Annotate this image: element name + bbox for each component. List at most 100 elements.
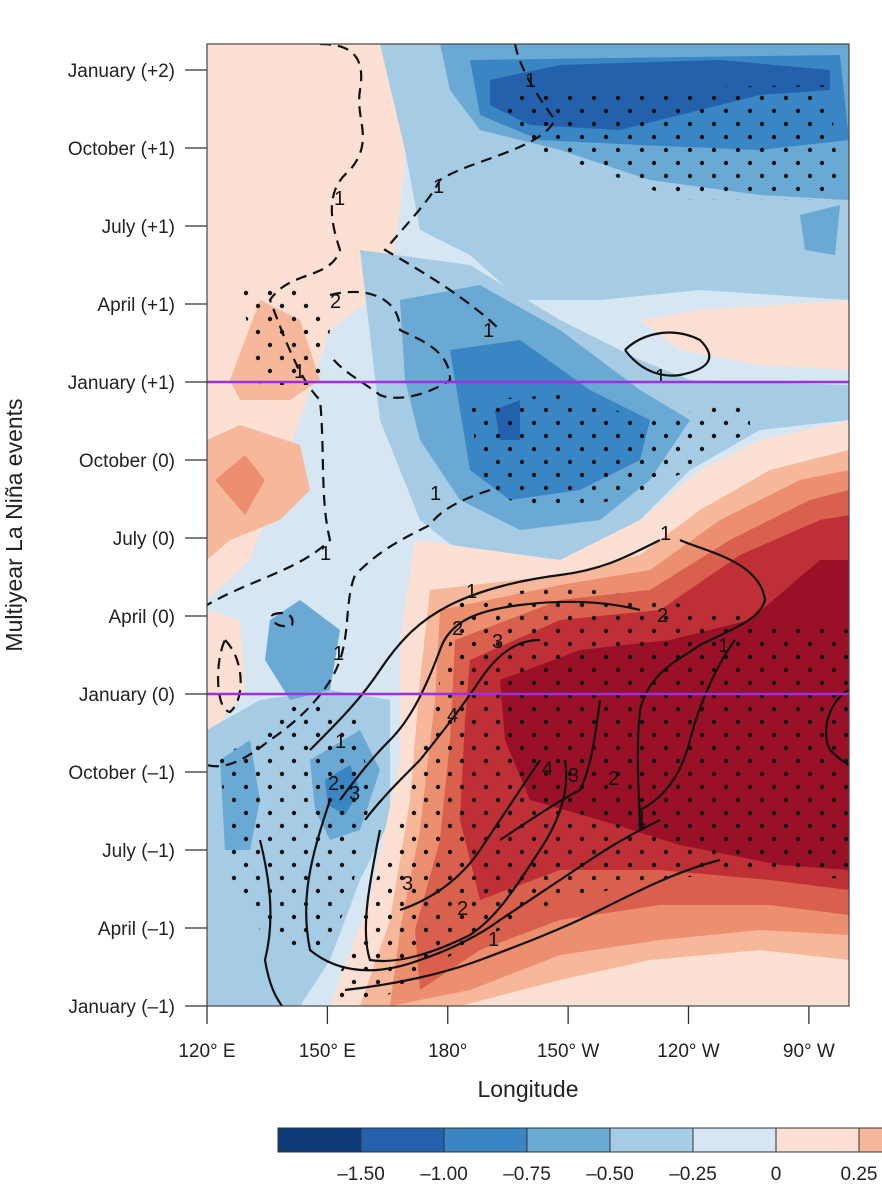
colorbar-tick-label: 0.25 xyxy=(841,1164,878,1185)
x-tick-label: 120° E xyxy=(178,1041,235,1062)
y-tick-label: January (+1) xyxy=(68,373,175,394)
dashed-contour-2 xyxy=(383,44,557,331)
solid-contour-e xyxy=(364,638,541,821)
y-tick-label: January (0) xyxy=(79,685,175,706)
contour-label-1g: 1 xyxy=(430,483,441,505)
solid-contour-a xyxy=(624,331,711,377)
stipple-lowerleft xyxy=(220,700,370,960)
contour-label-1h: 1 xyxy=(320,543,331,565)
dashed-contour-5 xyxy=(217,639,242,714)
x-tick-label: 90° W xyxy=(783,1041,835,1062)
colorbar-segment xyxy=(277,1127,362,1153)
dashed-contour-3 xyxy=(329,290,452,399)
colorbar-tick-label: –1.00 xyxy=(420,1164,468,1185)
contour-label-1b: 1 xyxy=(433,176,444,198)
solid-contour-g xyxy=(305,799,661,972)
contour-label-1c: 1 xyxy=(525,70,536,92)
contour-label-3d: 3 xyxy=(402,873,413,895)
solid-contour-l xyxy=(344,858,721,992)
colorbar-tick-label: –0.75 xyxy=(503,1164,551,1185)
colorbar-tick-label: –0.50 xyxy=(586,1164,634,1185)
contour-label-1e: 1 xyxy=(294,361,305,383)
contour-label-2d: 2 xyxy=(608,768,619,790)
stipple-mid xyxy=(470,395,750,510)
solid-contour-i xyxy=(399,759,541,912)
y-tick-label: October (–1) xyxy=(68,763,175,784)
dashed-contour-1 xyxy=(207,44,364,606)
x-tick-label: 180° xyxy=(428,1041,467,1062)
contour-label-1m: 1 xyxy=(335,731,346,753)
colorbar-segment xyxy=(609,1127,694,1153)
x-tick-label: 120° W xyxy=(657,1041,720,1062)
dashed-contour-4 xyxy=(207,488,491,768)
x-axis-title: Longitude xyxy=(477,1076,578,1102)
contour-label-2f: 2 xyxy=(457,898,468,920)
colorbar-segment xyxy=(858,1127,882,1153)
stipple-upper xyxy=(500,85,840,200)
y-axis: January (–1) April (–1) July (–1) October (… xyxy=(68,61,207,1018)
stipple-lower xyxy=(330,585,849,1000)
solid-contour-j xyxy=(499,699,602,841)
y-tick-label: July (–1) xyxy=(102,841,175,862)
y-tick-label: July (0) xyxy=(113,529,175,550)
x-axis: 120° E 150° E 180° 150° W 120° W 90° W xyxy=(178,1006,835,1062)
solid-contour-m xyxy=(825,689,849,766)
colorbar-tick-label: 0 xyxy=(771,1164,782,1185)
colorbar-segment xyxy=(526,1127,611,1153)
dashed-contour-6 xyxy=(270,611,294,628)
solid-contour-f xyxy=(258,839,283,1006)
colorbar-tick-label: –1.50 xyxy=(337,1164,385,1185)
reference-lines xyxy=(207,380,849,696)
colorbar: –1.50 –1.00 –0.75 –0.50 –0.25 0 0.25 xyxy=(277,1127,882,1185)
y-axis-title: Multiyear La Niña events xyxy=(1,398,27,651)
plot-frame xyxy=(206,43,850,1007)
x-tick-label: 150° E xyxy=(299,1041,356,1062)
y-tick-label: April (0) xyxy=(108,607,175,628)
contour-label-3c: 3 xyxy=(349,783,360,805)
x-tick-label: 150° W xyxy=(537,1041,600,1062)
contour-label-1a: 1 xyxy=(334,188,345,210)
stipple-left xyxy=(240,280,330,385)
y-tick-label: July (+1) xyxy=(102,217,175,238)
contour-label-3b: 3 xyxy=(568,765,579,787)
region-pos-left-patch-2 xyxy=(207,425,310,560)
contour-label-4a: 4 xyxy=(447,705,458,727)
y-tick-label: October (+1) xyxy=(68,139,175,160)
y-tick-label: April (–1) xyxy=(98,919,175,940)
contour-label-1k: 1 xyxy=(333,643,344,665)
contour-label-1i: 1 xyxy=(660,523,671,545)
solid-contour-k xyxy=(639,639,736,811)
solid-contours xyxy=(258,331,849,1006)
contour-label-1d: 1 xyxy=(483,320,494,342)
colorbar-segment xyxy=(692,1127,777,1153)
y-tick-label: April (+1) xyxy=(97,295,175,316)
contour-label-2e: 2 xyxy=(328,773,339,795)
region-pos-upper-right xyxy=(640,300,849,370)
colorbar-segment xyxy=(360,1127,445,1153)
region-neg-right-patch xyxy=(800,205,840,255)
contour-label-2c: 2 xyxy=(657,605,668,627)
y-tick-label: October (0) xyxy=(79,451,175,472)
contour-label-1j: 1 xyxy=(466,581,477,603)
contour-label-1f: 1 xyxy=(655,366,666,388)
colorbar-segment xyxy=(443,1127,528,1153)
solid-contour-b xyxy=(636,539,767,831)
contour-label-2b: 2 xyxy=(452,618,463,640)
plot-area: 1 1 1 2 1 1 1 1 1 1 1 2 2 3 1 1 4 1 4 3 … xyxy=(207,44,849,1006)
region-pos-left-edge xyxy=(207,610,245,740)
contour-label-4b: 4 xyxy=(542,758,553,780)
y-tick-label: January (–1) xyxy=(68,997,175,1018)
contour-label-2a: 2 xyxy=(330,291,341,313)
contour-labels: 1 1 1 2 1 1 1 1 1 1 1 2 2 3 1 1 4 1 4 3 … xyxy=(294,70,729,951)
contour-label-3a: 3 xyxy=(492,631,503,653)
dashed-contours xyxy=(207,44,557,768)
contour-label-1l: 1 xyxy=(718,635,729,657)
y-tick-label: January (+2) xyxy=(68,61,175,82)
solid-contour-h xyxy=(364,759,568,962)
region-pos-left-patch-3 xyxy=(215,455,265,515)
solid-contour-c xyxy=(309,539,661,751)
colorbar-tick-label: –0.25 xyxy=(669,1164,717,1185)
colorbar-segment xyxy=(775,1127,860,1153)
contour-label-1n: 1 xyxy=(636,808,647,830)
